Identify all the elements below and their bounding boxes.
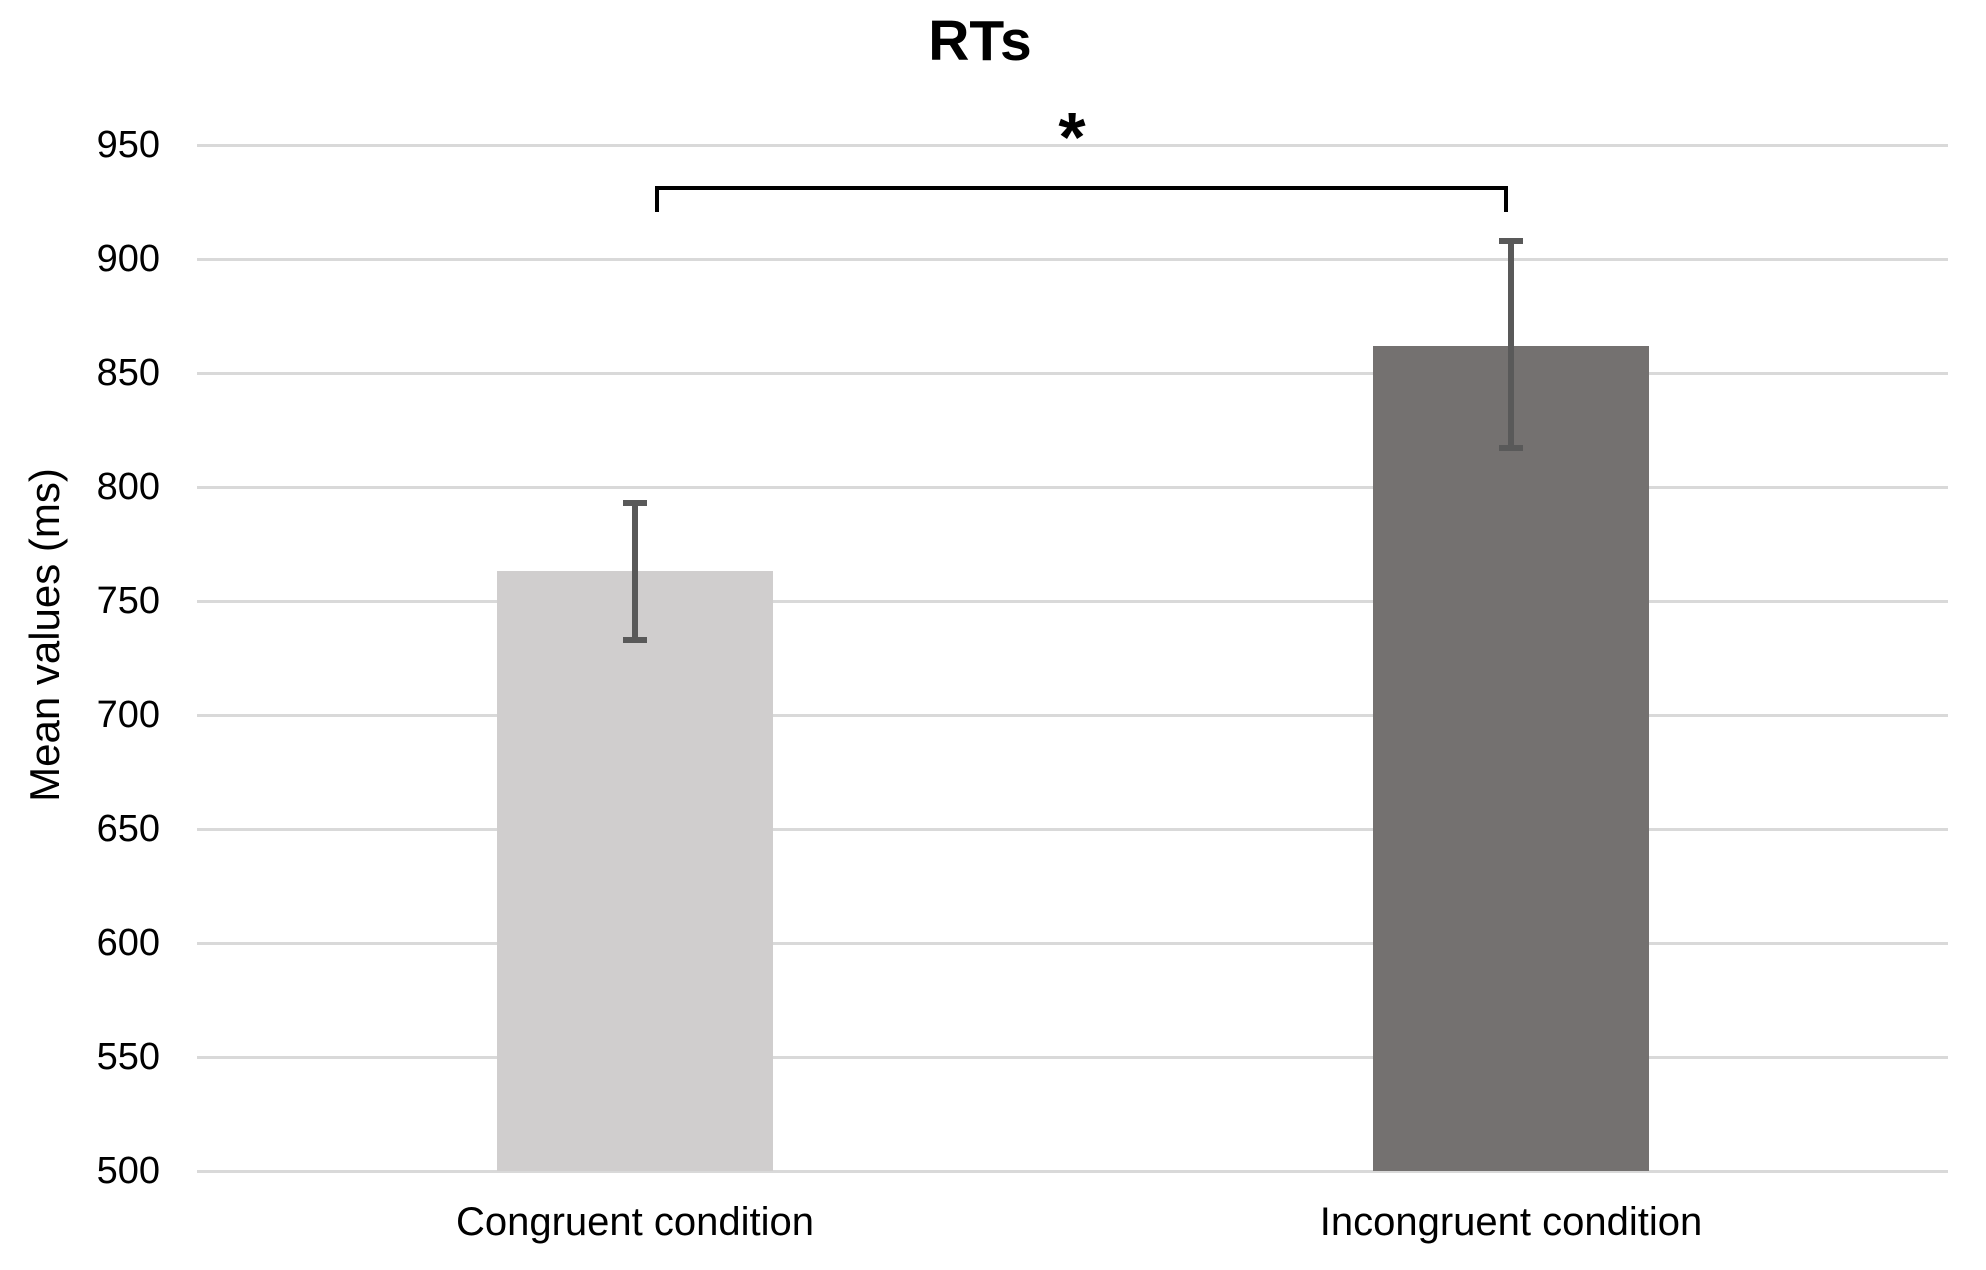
- gridline-550: [197, 1056, 1948, 1059]
- gridline-600: [197, 942, 1948, 945]
- y-tick-label-950: 950: [96, 124, 160, 166]
- y-tick-label-600: 600: [96, 922, 160, 964]
- error-bar-line-incongruent-condition: [1508, 240, 1514, 449]
- error-bar-cap-bottom-congruent-condition: [623, 636, 647, 643]
- gridline-950: [197, 144, 1948, 147]
- bar-congruent-condition: [497, 571, 773, 1171]
- chart-title: RTs: [928, 9, 1032, 73]
- significance-bracket-left-tick: [655, 186, 659, 212]
- gridline-750: [197, 600, 1948, 603]
- gridline-650: [197, 828, 1948, 831]
- gridline-900: [197, 258, 1948, 261]
- y-tick-label-800: 800: [96, 466, 160, 508]
- gridline-700: [197, 714, 1948, 717]
- y-tick-label-650: 650: [96, 808, 160, 850]
- y-tick-label-900: 900: [96, 238, 160, 280]
- gridline-800: [197, 486, 1948, 489]
- bar-incongruent-condition: [1373, 345, 1649, 1171]
- y-tick-label-850: 850: [96, 352, 160, 394]
- gridline-500: [197, 1170, 1948, 1173]
- y-tick-label-500: 500: [96, 1150, 160, 1192]
- x-tick-label-incongruent-condition: Incongruent condition: [1319, 1200, 1703, 1244]
- error-bar-cap-top-congruent-condition: [623, 499, 647, 506]
- significance-bracket-right-tick: [1504, 186, 1508, 212]
- y-axis-title: Mean values (ms): [21, 468, 68, 802]
- y-tick-label-750: 750: [96, 580, 160, 622]
- error-bar-line-congruent-condition: [632, 502, 638, 640]
- error-bar-cap-bottom-incongruent-condition: [1499, 445, 1523, 452]
- y-tick-label-700: 700: [96, 694, 160, 736]
- significance-star: *: [1058, 98, 1086, 176]
- x-tick-label-congruent-condition: Congruent condition: [455, 1200, 815, 1244]
- gridline-850: [197, 372, 1948, 375]
- y-tick-label-550: 550: [96, 1036, 160, 1078]
- significance-bracket: [655, 186, 1508, 190]
- error-bar-cap-top-incongruent-condition: [1499, 237, 1523, 244]
